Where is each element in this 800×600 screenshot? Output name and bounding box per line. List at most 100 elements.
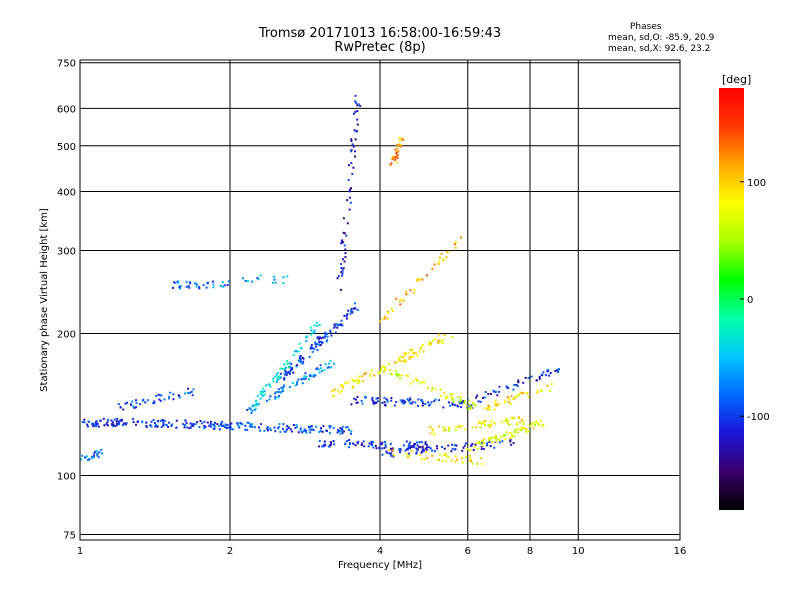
data-point: [524, 376, 527, 379]
data-point: [383, 396, 386, 399]
data-point: [421, 401, 424, 403]
data-point: [434, 338, 437, 341]
data-point: [286, 371, 289, 374]
data-point: [111, 421, 114, 424]
data-point: [311, 331, 314, 334]
data-point: [295, 383, 298, 386]
data-point: [203, 420, 206, 423]
data-point: [546, 370, 549, 373]
data-point: [527, 395, 530, 398]
data-point: [394, 158, 397, 161]
data-point: [350, 309, 352, 312]
data-point: [397, 357, 400, 360]
data-point: [461, 457, 463, 460]
data-point: [403, 360, 406, 363]
data-point: [172, 393, 175, 396]
data-point: [346, 199, 349, 202]
data-point: [326, 339, 329, 342]
data-point: [534, 424, 537, 427]
data-point: [462, 400, 465, 402]
data-point: [519, 391, 522, 394]
data-point: [423, 458, 426, 461]
data-point: [305, 431, 308, 434]
data-point: [507, 401, 510, 404]
data-point: [391, 454, 394, 457]
data-point: [342, 430, 345, 433]
data-point: [356, 395, 359, 398]
data-point: [503, 401, 506, 404]
data-point: [492, 389, 495, 392]
data-point: [522, 420, 525, 423]
data-point: [341, 389, 344, 392]
data-point: [386, 317, 389, 320]
data-point: [318, 323, 321, 326]
data-point: [299, 355, 301, 358]
y-tick-label: 600: [57, 104, 76, 115]
data-point: [441, 342, 444, 344]
data-point: [268, 427, 271, 430]
data-point: [487, 424, 490, 427]
data-point: [372, 400, 375, 403]
data-point: [507, 423, 510, 425]
data-point: [476, 462, 479, 465]
data-point: [304, 372, 307, 375]
data-point: [206, 421, 209, 424]
data-point: [279, 431, 282, 433]
data-point: [519, 421, 522, 424]
data-point: [328, 426, 331, 429]
data-point: [259, 274, 262, 277]
data-point: [225, 427, 228, 429]
data-point: [495, 440, 498, 443]
data-point: [407, 351, 410, 354]
data-point: [285, 366, 288, 369]
data-point: [363, 445, 366, 448]
data-point: [318, 371, 321, 374]
data-point: [122, 408, 125, 411]
data-point: [354, 138, 357, 141]
data-point: [427, 401, 430, 404]
data-point: [348, 443, 351, 446]
data-point: [483, 423, 486, 426]
data-point: [167, 426, 170, 428]
data-point: [448, 426, 451, 429]
data-point: [349, 201, 352, 204]
data-point: [439, 256, 441, 259]
data-point: [431, 428, 434, 431]
data-point: [283, 378, 286, 381]
data-point: [361, 442, 363, 445]
data-point: [418, 441, 421, 444]
data-point: [380, 447, 383, 450]
chart-subtitle: RwPretec (8p): [334, 40, 426, 55]
data-point: [188, 427, 191, 430]
data-point: [163, 419, 166, 422]
data-point: [356, 118, 359, 121]
data-point: [400, 137, 403, 140]
data-point: [421, 404, 424, 407]
data-point: [425, 448, 428, 451]
data-point: [315, 345, 318, 348]
data-point: [229, 424, 232, 427]
data-point: [283, 363, 285, 366]
data-point: [118, 420, 121, 423]
data-point: [214, 421, 216, 424]
grid-lines: [80, 60, 680, 540]
data-point: [412, 352, 415, 355]
data-point: [355, 102, 358, 105]
data-point: [454, 460, 457, 463]
data-point: [398, 449, 401, 451]
data-point: [509, 440, 512, 443]
data-point: [212, 283, 215, 286]
data-point: [358, 375, 361, 378]
data-point: [314, 341, 317, 344]
data-point: [462, 446, 465, 449]
data-point: [369, 373, 372, 376]
data-point: [295, 424, 298, 427]
data-point: [135, 406, 138, 409]
data-point: [469, 459, 472, 462]
data-point: [168, 395, 170, 398]
data-point: [380, 369, 383, 372]
data-point: [440, 252, 443, 255]
data-point: [383, 401, 386, 404]
data-point: [439, 388, 442, 391]
